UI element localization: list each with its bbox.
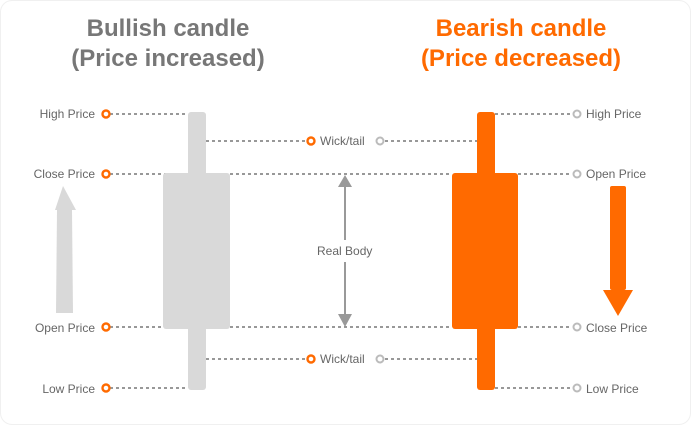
bearish-candle bbox=[452, 112, 518, 390]
price-down-arrow bbox=[603, 186, 633, 316]
bearish-title-line1: Bearish candle bbox=[435, 15, 607, 42]
bearish-title: Bearish candle (Price decreased) bbox=[371, 14, 671, 74]
guide-lines bbox=[110, 113, 572, 389]
bearish-open-label: Open Price bbox=[586, 167, 647, 181]
bearish-close-label: Close Price bbox=[586, 321, 648, 335]
bullish-open-label: Open Price bbox=[34, 321, 95, 335]
bullish-candle bbox=[163, 112, 230, 390]
bullish-high-label: High Price bbox=[39, 107, 95, 121]
wick-top-label: Wick/tail bbox=[320, 134, 365, 148]
price-up-arrow bbox=[55, 186, 76, 313]
real-body-arrow bbox=[338, 175, 352, 327]
bullish-close-label: Close Price bbox=[33, 167, 95, 181]
bullish-title-line2: (Price increased) bbox=[71, 45, 265, 72]
bullish-low-label: Low Price bbox=[42, 382, 95, 396]
wick-bottom-label: Wick/tail bbox=[320, 352, 365, 366]
bullish-title: Bullish candle (Price increased) bbox=[18, 14, 318, 74]
bearish-high-label: High Price bbox=[586, 107, 642, 121]
bullish-title-line1: Bullish candle bbox=[86, 15, 250, 42]
bearish-markers bbox=[375, 109, 582, 393]
real-body-label: Real Body bbox=[317, 244, 373, 258]
bullish-markers bbox=[101, 109, 316, 393]
bearish-low-label: Low Price bbox=[586, 382, 639, 396]
bearish-title-line2: (Price decreased) bbox=[420, 45, 622, 72]
